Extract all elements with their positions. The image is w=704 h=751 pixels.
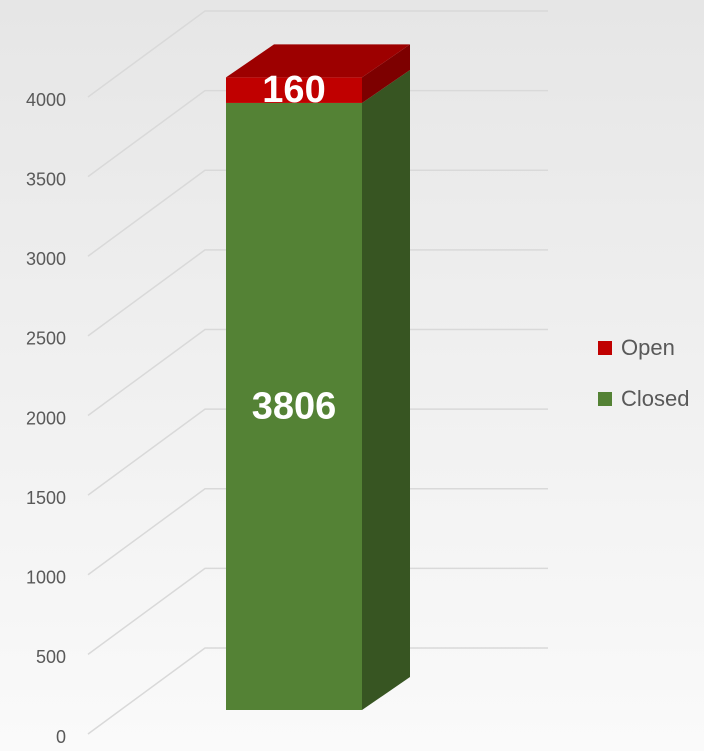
legend-swatch <box>598 392 612 406</box>
bars: 3806 160 <box>226 44 410 711</box>
y-tick-label: 1000 <box>26 568 66 588</box>
bar-front <box>226 77 362 103</box>
grid-line <box>87 249 548 337</box>
y-tick-label: 0 <box>56 727 66 747</box>
data-label: 160 <box>262 69 325 111</box>
grid-line <box>87 488 548 576</box>
grid: 0 500 1000 1500 2000 2500 3000 3500 4000 <box>26 10 548 747</box>
grid-line <box>87 89 548 178</box>
y-tick-label: 2000 <box>26 408 66 428</box>
grid-line <box>87 408 548 496</box>
grid-line <box>87 10 548 98</box>
legend-label: Closed <box>621 386 689 411</box>
y-tick-label: 3000 <box>26 249 66 269</box>
y-tick-label: 3500 <box>26 169 66 189</box>
y-tick-label: 2500 <box>26 329 66 349</box>
grid-line <box>87 169 548 257</box>
data-label: 3806 <box>252 386 337 428</box>
y-tick-label: 500 <box>36 647 66 667</box>
y-tick-label: 4000 <box>26 90 66 110</box>
legend-label: Open <box>621 335 675 360</box>
bar-front <box>226 102 362 711</box>
legend-swatch <box>598 341 612 355</box>
grid-line <box>87 647 548 735</box>
bar-side <box>362 69 410 711</box>
grid-line <box>87 567 548 655</box>
bar-side <box>362 44 410 103</box>
y-tick-label: 1500 <box>26 488 66 508</box>
bar-top <box>226 44 410 78</box>
grid-line <box>87 328 548 417</box>
legend: Open Closed <box>598 335 689 411</box>
